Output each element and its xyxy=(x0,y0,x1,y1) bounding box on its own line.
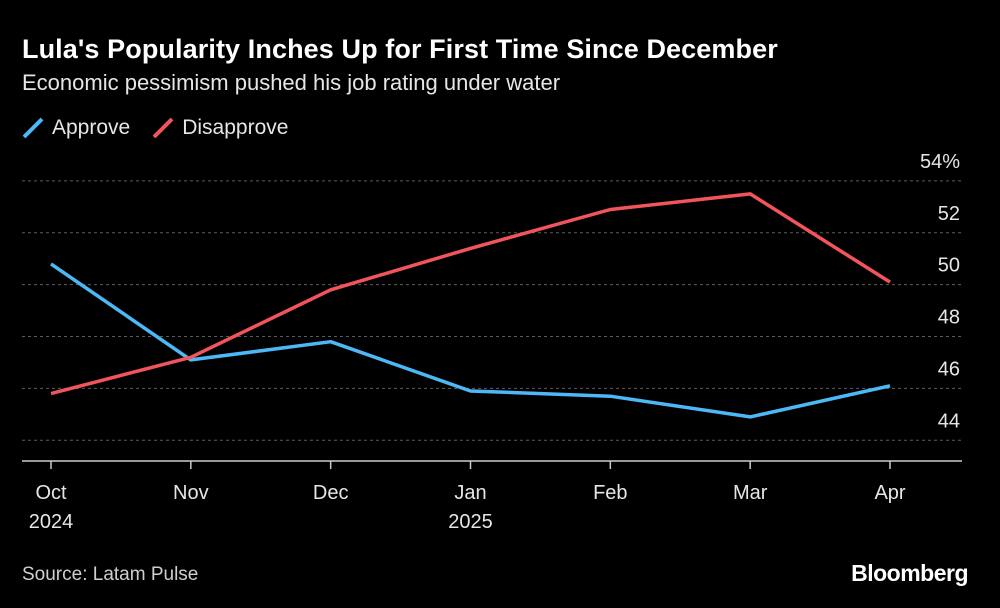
x-tick-label: Oct xyxy=(35,482,67,504)
series-lines xyxy=(50,192,891,419)
y-tick-label: 44 xyxy=(938,410,960,432)
x-axis-ticks: Oct 2024 Nov Dec Jan 2025 Feb Mar Apr xyxy=(29,461,906,533)
legend-disapprove-swatch-icon xyxy=(152,117,174,139)
legend-approve-swatch-icon xyxy=(22,117,44,139)
x-tick-label: Nov xyxy=(173,482,209,504)
x-tick-label: Dec xyxy=(313,482,349,504)
y-tick-label: 50 xyxy=(938,255,960,277)
y-tick-label: 48 xyxy=(938,307,960,329)
y-tick-label: 46 xyxy=(938,358,960,380)
series-line-disapprove xyxy=(50,192,891,396)
legend-item-disapprove: Disapprove xyxy=(152,116,288,140)
series-line-approve xyxy=(50,262,891,419)
x-tick-label-year: 2025 xyxy=(448,511,493,533)
legend-label-approve: Approve xyxy=(52,116,131,139)
y-tick-label: 52 xyxy=(938,203,960,225)
x-tick-label: Apr xyxy=(874,482,905,504)
chart-subtitle: Economic pessimism pushed his job rating… xyxy=(22,70,561,95)
x-tick-label: Jan xyxy=(454,482,486,504)
x-tick-label: Feb xyxy=(593,482,627,504)
x-tick-label: Mar xyxy=(733,482,768,504)
y-tick-label: 54% xyxy=(920,151,960,173)
chart-title: Lula's Popularity Inches Up for First Ti… xyxy=(22,34,778,64)
legend-item-approve: Approve xyxy=(22,116,130,140)
gridlines xyxy=(22,180,962,441)
legend: Approve Disapprove xyxy=(22,116,288,140)
legend-label-disapprove: Disapprove xyxy=(182,116,289,139)
y-axis-ticks: 44 46 48 50 52 54% xyxy=(920,151,960,432)
bloomberg-logo: Bloomberg xyxy=(851,560,968,586)
x-tick-label-year: 2024 xyxy=(29,511,74,533)
source-note: Source: Latam Pulse xyxy=(22,564,199,585)
